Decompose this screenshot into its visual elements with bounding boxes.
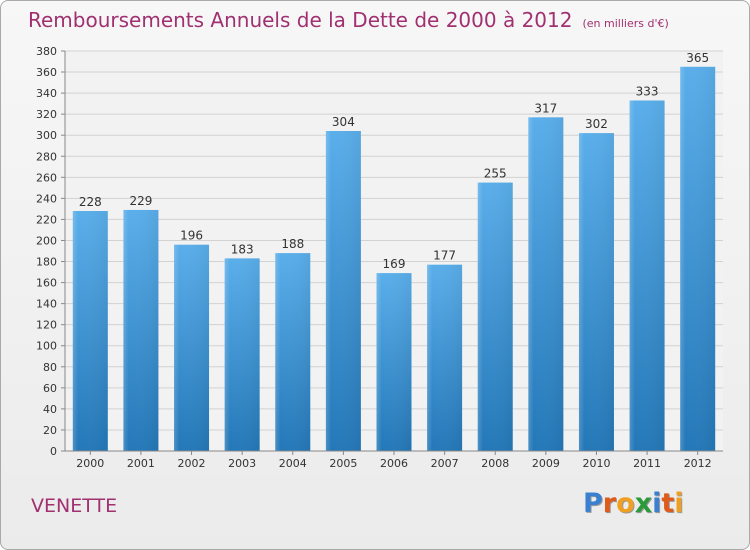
- chart-title: Remboursements Annuels de la Dette de 20…: [28, 8, 669, 32]
- bar-value-label: 183: [231, 242, 254, 256]
- logo-letter: i: [652, 488, 662, 519]
- y-tick-label: 100: [36, 340, 57, 353]
- bar-value-label: 365: [686, 51, 709, 65]
- bar-value-label: 317: [534, 101, 557, 115]
- bar-value-label: 188: [281, 237, 304, 251]
- x-tick-label: 2002: [178, 457, 206, 470]
- bar-shine: [528, 117, 564, 451]
- logo-letter: r: [602, 488, 617, 519]
- y-tick-label: 220: [36, 213, 57, 226]
- x-tick-label: 2000: [76, 457, 104, 470]
- bar-shine: [629, 100, 665, 451]
- x-tick-label: 2009: [532, 457, 560, 470]
- x-tick-label: 2006: [380, 457, 408, 470]
- bar-value-label: 228: [79, 195, 102, 209]
- y-tick-label: 300: [36, 129, 57, 142]
- title-main: Remboursements Annuels de la Dette de 20…: [28, 8, 573, 32]
- logo-letter: P: [583, 488, 603, 519]
- proxiti-logo: Proxiti: [583, 488, 684, 519]
- logo-letter: x: [634, 488, 653, 519]
- x-tick-label: 2004: [279, 457, 307, 470]
- bars: 228 229 196 183 188 304 169 177 255 317 302 333 365: [72, 51, 716, 451]
- bar-shine: [477, 182, 513, 451]
- bar-value-label: 169: [383, 257, 406, 271]
- logo-letter: o: [616, 488, 635, 519]
- y-tick-label: 260: [36, 171, 57, 184]
- bar-value-label: 229: [129, 194, 152, 208]
- x-tick-label: 2003: [228, 457, 256, 470]
- y-tick-label: 160: [36, 277, 57, 290]
- x-tick-label: 2012: [684, 457, 712, 470]
- bar-shine: [224, 258, 260, 451]
- bar-value-label: 177: [433, 249, 456, 263]
- y-tick-label: 80: [43, 361, 57, 374]
- city-name: VENETTE: [31, 495, 118, 517]
- y-tick-label: 320: [36, 108, 57, 121]
- x-tick-label: 2005: [329, 457, 357, 470]
- bar-shine: [325, 131, 361, 451]
- y-tick-label: 200: [36, 234, 57, 247]
- y-tick-label: 120: [36, 319, 57, 332]
- bar-shine: [174, 244, 210, 451]
- y-tick-label: 240: [36, 192, 57, 205]
- bar-shine: [123, 209, 159, 451]
- x-tick-label: 2011: [633, 457, 661, 470]
- bar-shine: [427, 264, 463, 451]
- y-tick-label: 0: [50, 445, 57, 458]
- y-tick-label: 340: [36, 87, 57, 100]
- x-axis: 2000 2001 2002 2003 2004 2005 2006 2007 2008 2009…: [65, 450, 723, 470]
- y-tick-label: 140: [36, 298, 57, 311]
- bar-value-label: 304: [332, 115, 355, 129]
- logo-letter: i: [674, 488, 684, 519]
- bar-shine: [376, 273, 412, 451]
- y-tick-label: 60: [43, 382, 57, 395]
- y-tick-label: 280: [36, 150, 57, 163]
- bar-value-label: 255: [484, 167, 507, 181]
- y-axis: 0 20 40 60 80 100 120 140 160 180 200 220 240 260 280 3…: [36, 45, 66, 458]
- bar-value-label: 333: [636, 84, 659, 98]
- bar-value-label: 196: [180, 229, 203, 243]
- logo-letter: t: [661, 488, 675, 519]
- y-tick-label: 360: [36, 66, 57, 79]
- bar-shine: [578, 133, 614, 451]
- y-tick-label: 380: [36, 45, 57, 58]
- y-tick-label: 180: [36, 256, 57, 269]
- x-tick-label: 2010: [582, 457, 610, 470]
- y-tick-label: 20: [43, 424, 57, 437]
- bar-shine: [275, 253, 311, 451]
- x-tick-label: 2001: [127, 457, 155, 470]
- y-tick-label: 40: [43, 403, 57, 416]
- x-tick-label: 2007: [431, 457, 459, 470]
- title-unit: (en milliers d'€): [582, 17, 669, 30]
- bar-value-label: 302: [585, 117, 608, 131]
- bar-shine: [72, 211, 108, 451]
- bar-shine: [680, 66, 716, 451]
- x-tick-label: 2008: [481, 457, 509, 470]
